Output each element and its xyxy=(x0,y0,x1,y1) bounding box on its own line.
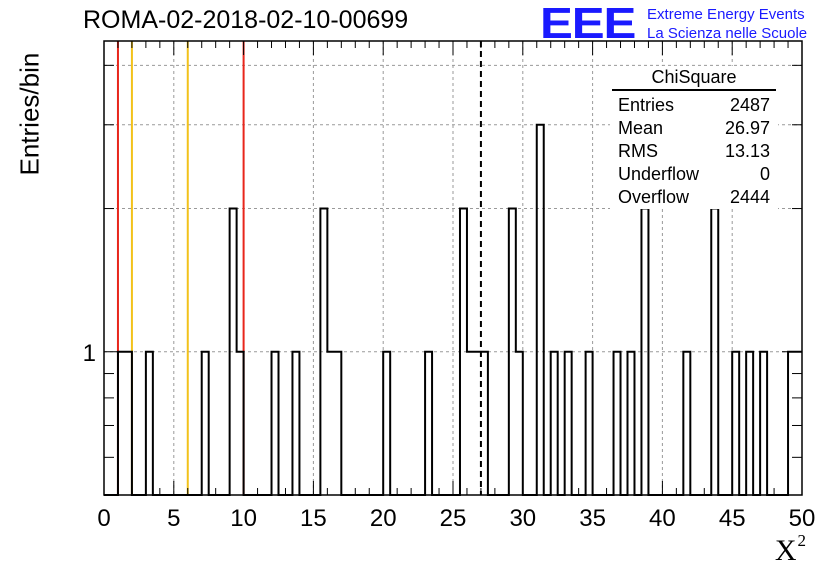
histogram-bin xyxy=(732,352,739,495)
tick-labels: 0 5 10 15 20 25 30 35 40 45 50 1 xyxy=(83,340,816,532)
x-tick-label: 15 xyxy=(300,505,327,532)
x-axis-label-superscript: 2 xyxy=(797,531,807,550)
histogram-bin xyxy=(327,352,334,495)
histogram-outline xyxy=(104,123,802,496)
eee-logo: EEE Extreme Energy Events La Scienza nel… xyxy=(540,2,807,46)
x-tick-label: 5 xyxy=(167,505,180,532)
stats-label: Entries xyxy=(618,95,675,115)
stats-row: Overflow 2444 xyxy=(610,186,778,209)
x-tick-label: 50 xyxy=(789,505,816,532)
histogram-bin xyxy=(425,352,432,495)
histogram-bins xyxy=(104,123,802,496)
histogram-bin xyxy=(760,352,767,495)
logo-mark: EEE xyxy=(540,0,636,48)
histogram-bin xyxy=(292,352,299,495)
y-axis-label: Entries/bin xyxy=(14,52,45,176)
stats-row: Entries 2487 xyxy=(610,94,778,117)
x-tick-label: 0 xyxy=(97,505,110,532)
stats-label: RMS xyxy=(618,141,658,161)
x-tick-label: 10 xyxy=(230,505,257,532)
histogram-bin xyxy=(146,352,153,495)
stats-value: 2444 xyxy=(729,187,770,207)
histogram-bin xyxy=(237,352,244,495)
histogram-bin xyxy=(118,352,125,495)
x-tick-label: 30 xyxy=(509,505,536,532)
x-tick-label: 40 xyxy=(649,505,676,532)
histogram-bin xyxy=(467,352,474,495)
x-tick-label: 45 xyxy=(719,505,746,532)
stats-row: RMS 13.13 xyxy=(610,140,778,163)
run-title: ROMA-02-2018-02-10-00699 xyxy=(83,6,409,34)
stats-value: 13.13 xyxy=(724,141,770,161)
x-axis-label-base: X xyxy=(774,534,797,567)
logo-text: Extreme Energy Events La Scienza nelle S… xyxy=(647,2,807,43)
stats-row: Underflow 0 xyxy=(610,163,778,186)
x-axis-label: X2 xyxy=(775,531,806,568)
stats-row: Mean 26.97 xyxy=(610,117,778,140)
histogram-bin xyxy=(614,352,621,495)
histogram-bin xyxy=(516,352,523,495)
stats-value: 2487 xyxy=(729,95,770,115)
histogram-bin xyxy=(537,125,544,495)
histogram-bin xyxy=(272,352,279,495)
stats-title: ChiSquare xyxy=(612,66,776,91)
histogram-bin xyxy=(474,352,481,495)
histogram-bin xyxy=(746,352,753,495)
stats-label: Underflow xyxy=(618,164,700,184)
histogram-bin xyxy=(125,352,132,495)
logo-line-2: La Scienza nelle Scuole xyxy=(647,25,808,42)
histogram-bin xyxy=(334,352,341,495)
histogram-bin xyxy=(551,352,558,495)
stats-label: Overflow xyxy=(618,187,690,207)
stats-value: 26.97 xyxy=(724,118,770,138)
histogram-bin xyxy=(565,352,572,495)
histogram-bin xyxy=(481,352,488,495)
stats-value: 0 xyxy=(759,164,770,184)
histogram-bin xyxy=(683,352,690,495)
stats-box: ChiSquare Entries 2487 Mean 26.97 RMS 13.13… xyxy=(610,66,778,209)
x-tick-label: 20 xyxy=(370,505,397,532)
axis-ticks xyxy=(103,41,803,495)
logo-line-1: Extreme Energy Events xyxy=(647,6,805,23)
histogram-bin xyxy=(628,352,635,495)
histogram-bin xyxy=(202,352,209,495)
stats-label: Mean xyxy=(618,118,664,138)
y-tick-label: 1 xyxy=(83,340,96,367)
x-tick-label: 25 xyxy=(440,505,467,532)
x-tick-label: 35 xyxy=(579,505,606,532)
histogram-bin xyxy=(586,352,593,495)
histogram-bin xyxy=(383,352,390,495)
